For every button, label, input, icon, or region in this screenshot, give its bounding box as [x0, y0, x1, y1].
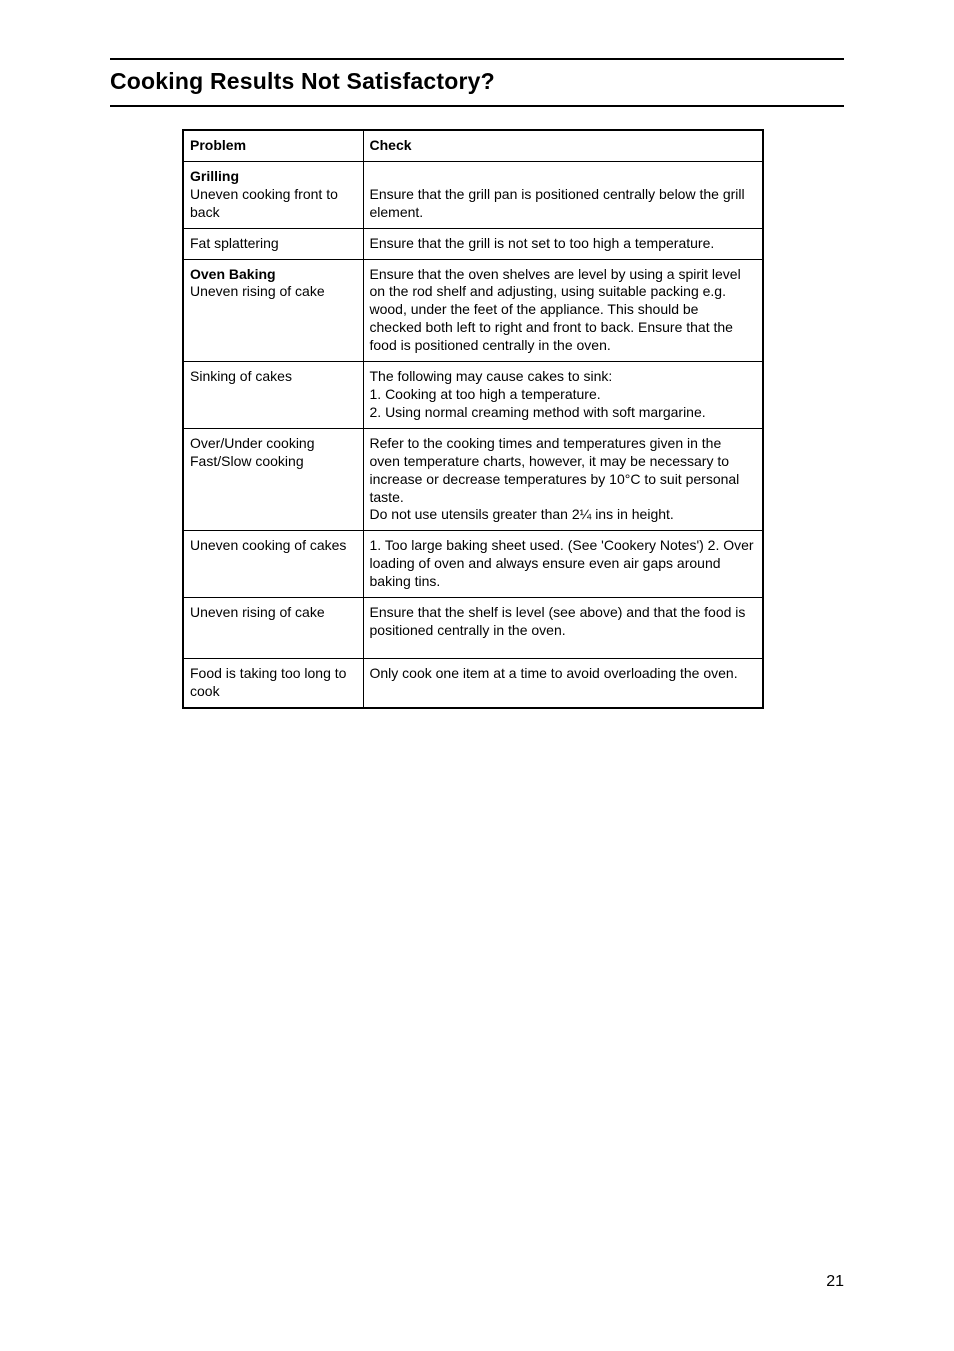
- problem-cell: Food is taking too long to cook: [183, 658, 363, 707]
- title-block: Cooking Results Not Satisfactory?: [110, 58, 844, 107]
- table-row: Sinking of cakes The following may cause…: [183, 362, 763, 429]
- check-cell: Ensure that the grill pan is positioned …: [363, 161, 763, 228]
- problem-cell: Fat splattering: [183, 228, 363, 259]
- problem-cell: Sinking of cakes: [183, 362, 363, 429]
- check-cell: Ensure that the oven shelves are level b…: [363, 259, 763, 362]
- check-cell: Refer to the cooking times and temperatu…: [363, 428, 763, 531]
- table-row: Oven Baking Uneven rising of cake Ensure…: [183, 259, 763, 362]
- problem-text: Uneven cooking front to back: [190, 186, 338, 220]
- page-number: 21: [826, 1273, 844, 1291]
- table-row: Uneven cooking of cakes 1. Too large bak…: [183, 531, 763, 598]
- troubleshoot-table: Problem Check Grilling Uneven cooking fr…: [182, 129, 764, 709]
- check-cell: Ensure that the grill is not set to too …: [363, 228, 763, 259]
- problem-cell: Uneven rising of cake: [183, 598, 363, 659]
- table-row: Grilling Uneven cooking front to back En…: [183, 161, 763, 228]
- check-cell: Ensure that the shelf is level (see abov…: [363, 598, 763, 659]
- check-cell: 1. Too large baking sheet used. (See 'Co…: [363, 531, 763, 598]
- table-row: Fat splattering Ensure that the grill is…: [183, 228, 763, 259]
- table-body: Grilling Uneven cooking front to back En…: [183, 161, 763, 707]
- check-cell: Only cook one item at a time to avoid ov…: [363, 658, 763, 707]
- problem-cell: Grilling Uneven cooking front to back: [183, 161, 363, 228]
- table-header-row: Problem Check: [183, 130, 763, 161]
- problem-cell: Over/Under cooking Fast/Slow cooking: [183, 428, 363, 531]
- problem-bold: Oven Baking: [190, 266, 276, 282]
- problem-cell: Uneven cooking of cakes: [183, 531, 363, 598]
- check-cell: The following may cause cakes to sink: 1…: [363, 362, 763, 429]
- col-header-check: Check: [363, 130, 763, 161]
- page: Cooking Results Not Satisfactory? Proble…: [0, 0, 954, 1351]
- problem-bold: Grilling: [190, 168, 239, 184]
- problem-text: Uneven rising of cake: [190, 283, 325, 299]
- table-row: Uneven rising of cake Ensure that the sh…: [183, 598, 763, 659]
- page-title: Cooking Results Not Satisfactory?: [110, 68, 844, 95]
- table-row: Over/Under cooking Fast/Slow cooking Ref…: [183, 428, 763, 531]
- col-header-problem: Problem: [183, 130, 363, 161]
- problem-cell: Oven Baking Uneven rising of cake: [183, 259, 363, 362]
- check-text: Ensure that the grill pan is positioned …: [370, 186, 745, 220]
- table-row: Food is taking too long to cook Only coo…: [183, 658, 763, 707]
